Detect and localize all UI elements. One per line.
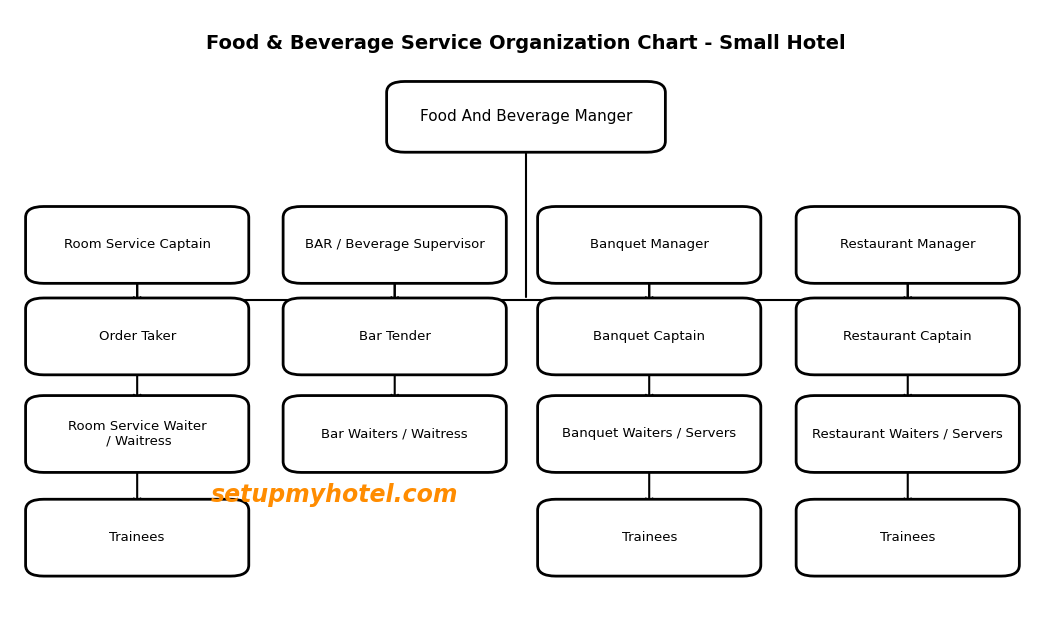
FancyBboxPatch shape bbox=[25, 207, 248, 283]
FancyBboxPatch shape bbox=[283, 298, 506, 375]
Text: Restaurant Waiters / Servers: Restaurant Waiters / Servers bbox=[812, 428, 1004, 440]
FancyBboxPatch shape bbox=[796, 298, 1019, 375]
Text: Banquet Captain: Banquet Captain bbox=[593, 330, 705, 343]
Text: setupmyhotel.com: setupmyhotel.com bbox=[210, 483, 458, 507]
Text: Trainees: Trainees bbox=[109, 531, 165, 544]
Text: Restaurant Manager: Restaurant Manager bbox=[839, 238, 975, 252]
Text: Food & Beverage Service Organization Chart - Small Hotel: Food & Beverage Service Organization Cha… bbox=[206, 34, 846, 53]
Text: Room Service Waiter
 / Waitress: Room Service Waiter / Waitress bbox=[68, 420, 206, 448]
Text: Food And Beverage Manger: Food And Beverage Manger bbox=[420, 109, 632, 125]
Text: Banquet Waiters / Servers: Banquet Waiters / Servers bbox=[562, 428, 736, 440]
FancyBboxPatch shape bbox=[538, 499, 761, 576]
FancyBboxPatch shape bbox=[796, 499, 1019, 576]
FancyBboxPatch shape bbox=[387, 82, 665, 152]
FancyBboxPatch shape bbox=[25, 395, 248, 473]
FancyBboxPatch shape bbox=[283, 395, 506, 473]
Text: BAR / Beverage Supervisor: BAR / Beverage Supervisor bbox=[305, 238, 485, 252]
FancyBboxPatch shape bbox=[25, 499, 248, 576]
FancyBboxPatch shape bbox=[538, 395, 761, 473]
Text: Bar Waiters / Waitress: Bar Waiters / Waitress bbox=[322, 428, 468, 440]
FancyBboxPatch shape bbox=[25, 298, 248, 375]
FancyBboxPatch shape bbox=[538, 298, 761, 375]
Text: Order Taker: Order Taker bbox=[99, 330, 176, 343]
FancyBboxPatch shape bbox=[283, 207, 506, 283]
FancyBboxPatch shape bbox=[796, 395, 1019, 473]
Text: Banquet Manager: Banquet Manager bbox=[590, 238, 709, 252]
Text: Restaurant Captain: Restaurant Captain bbox=[844, 330, 972, 343]
Text: Room Service Captain: Room Service Captain bbox=[64, 238, 210, 252]
Text: Trainees: Trainees bbox=[881, 531, 935, 544]
FancyBboxPatch shape bbox=[538, 207, 761, 283]
Text: Bar Tender: Bar Tender bbox=[359, 330, 430, 343]
FancyBboxPatch shape bbox=[796, 207, 1019, 283]
Text: Trainees: Trainees bbox=[622, 531, 676, 544]
